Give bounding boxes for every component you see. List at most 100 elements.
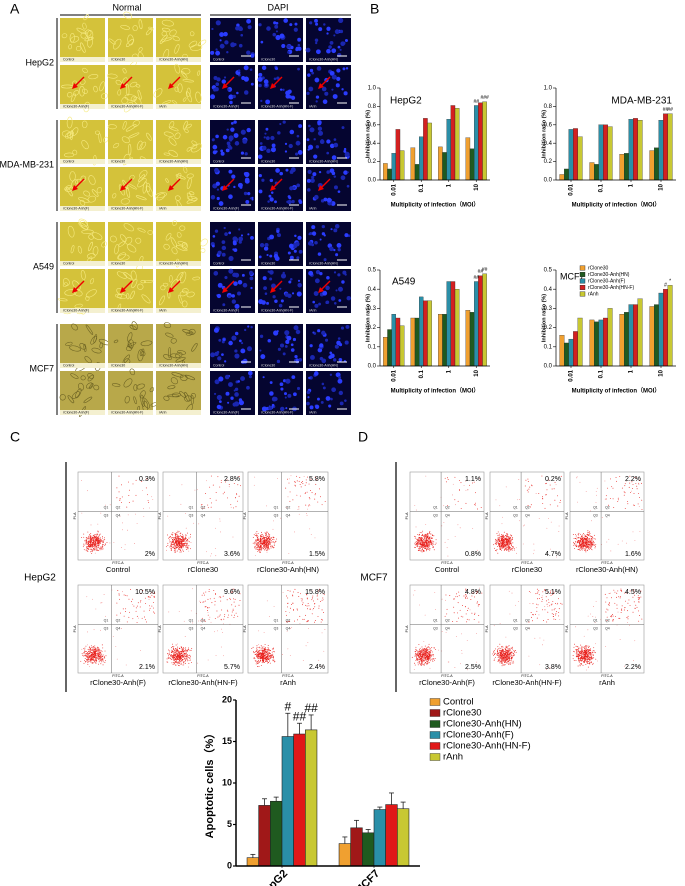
quadrant-label: Q1 bbox=[433, 506, 438, 510]
event-dot bbox=[102, 541, 104, 543]
nucleus bbox=[218, 201, 224, 206]
nucleus bbox=[341, 280, 345, 284]
nucleus bbox=[221, 245, 227, 251]
event-dot bbox=[187, 548, 189, 550]
event-dot bbox=[496, 533, 498, 535]
event-dot bbox=[93, 653, 95, 655]
event-dot bbox=[173, 539, 174, 541]
event-dot bbox=[128, 616, 130, 618]
event-dot bbox=[83, 536, 85, 538]
nucleus bbox=[319, 271, 323, 276]
event-dot bbox=[296, 475, 298, 477]
event-dot bbox=[180, 663, 182, 665]
cell-shape bbox=[120, 25, 130, 30]
event-dot bbox=[267, 658, 269, 660]
caption-strip bbox=[156, 410, 201, 415]
event-dot bbox=[257, 548, 258, 550]
cell-shape bbox=[186, 147, 192, 152]
event-dot bbox=[269, 650, 271, 652]
cell-shape bbox=[77, 245, 82, 254]
nucleus bbox=[322, 290, 328, 296]
nucleus bbox=[289, 186, 294, 191]
event-dot bbox=[197, 662, 199, 664]
nucleus bbox=[263, 79, 269, 84]
cell-shape bbox=[65, 341, 73, 346]
event-dot bbox=[151, 605, 153, 607]
event-dot bbox=[180, 532, 182, 534]
event-dot bbox=[549, 504, 551, 506]
nucleus bbox=[276, 76, 280, 80]
event-dot bbox=[259, 544, 261, 546]
nucleus bbox=[306, 138, 310, 142]
event-dot bbox=[299, 615, 301, 617]
event-dot bbox=[180, 542, 182, 543]
event-dot bbox=[174, 532, 176, 534]
event-dot bbox=[501, 546, 503, 547]
event-dot bbox=[513, 548, 515, 549]
cell-shape bbox=[121, 97, 129, 105]
cell-shape bbox=[95, 130, 101, 135]
nucleus bbox=[317, 126, 323, 131]
event-dot bbox=[217, 476, 219, 478]
event-dot bbox=[506, 547, 508, 549]
event-dot bbox=[263, 632, 265, 633]
event-dot bbox=[530, 506, 531, 508]
event-dot bbox=[584, 540, 586, 542]
cell-shape bbox=[83, 190, 91, 197]
nucleus bbox=[320, 400, 324, 404]
event-dot bbox=[105, 504, 106, 506]
nucleus bbox=[339, 29, 344, 34]
event-dot bbox=[267, 656, 269, 658]
event-dot bbox=[174, 649, 175, 651]
event-dot bbox=[558, 525, 560, 527]
event-dot bbox=[93, 537, 95, 539]
cell-shape bbox=[118, 254, 130, 261]
event-dot bbox=[294, 484, 296, 486]
event-dot bbox=[266, 549, 268, 551]
nucleus bbox=[344, 151, 350, 157]
nucleus bbox=[270, 135, 275, 141]
event-dot bbox=[171, 541, 173, 543]
event-dot bbox=[574, 548, 576, 549]
event-dot bbox=[173, 547, 175, 549]
nucleus bbox=[210, 94, 216, 100]
nucleus bbox=[270, 191, 274, 194]
event-dot bbox=[268, 547, 270, 549]
event-dot bbox=[93, 629, 95, 631]
nucleus bbox=[269, 178, 274, 183]
event-dot bbox=[198, 620, 200, 622]
event-dot bbox=[97, 646, 98, 648]
nucleus bbox=[266, 301, 269, 305]
event-dot bbox=[91, 651, 93, 653]
event-dot bbox=[100, 512, 102, 514]
event-dot bbox=[182, 533, 184, 535]
event-dot bbox=[183, 543, 185, 545]
event-dot bbox=[132, 483, 134, 485]
caption: rAnh bbox=[159, 104, 166, 108]
event-dot bbox=[418, 546, 420, 547]
caption-strip bbox=[108, 159, 153, 164]
event-dot bbox=[301, 600, 303, 602]
cell-shape bbox=[66, 186, 73, 197]
event-dot bbox=[89, 665, 91, 667]
event-dot bbox=[97, 531, 99, 533]
event-dot bbox=[174, 538, 176, 540]
cell-shape bbox=[81, 120, 88, 129]
nucleus bbox=[344, 233, 349, 238]
event-dot bbox=[302, 659, 304, 661]
nucleus bbox=[326, 197, 332, 203]
event-dot bbox=[581, 542, 583, 544]
event-dot bbox=[423, 551, 425, 552]
nucleus bbox=[284, 150, 288, 153]
event-dot bbox=[535, 493, 537, 494]
event-dot bbox=[265, 550, 267, 552]
event-dot bbox=[126, 506, 128, 508]
event-dot bbox=[86, 540, 88, 542]
event-dot bbox=[234, 497, 236, 499]
event-dot bbox=[81, 653, 83, 654]
nucleus bbox=[345, 67, 349, 70]
event-dot bbox=[141, 480, 143, 482]
event-dot bbox=[424, 534, 426, 536]
event-dot bbox=[175, 536, 177, 538]
event-dot bbox=[174, 662, 176, 663]
